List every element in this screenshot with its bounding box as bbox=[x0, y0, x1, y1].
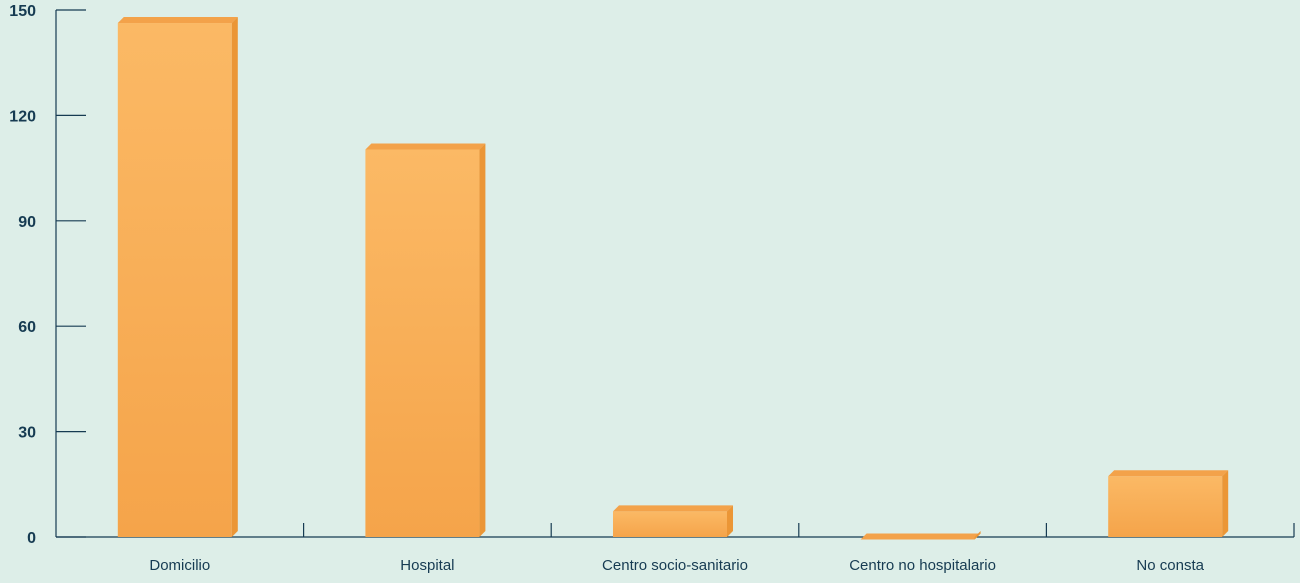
bars bbox=[117, 17, 1229, 540]
bar-top bbox=[365, 143, 486, 150]
bar-front bbox=[1108, 476, 1223, 537]
x-category-label: Domicilio bbox=[149, 557, 210, 574]
y-tick-label: 90 bbox=[18, 214, 36, 231]
bar-front bbox=[613, 511, 727, 537]
labels: 0 30 60 90 120 150 Domicilio Hospital Centro soc… bbox=[9, 3, 1204, 574]
y-tick-label: 150 bbox=[9, 3, 36, 20]
x-category-label: Hospital bbox=[400, 557, 454, 574]
bar-centro-no-hospitalario bbox=[860, 531, 981, 540]
bar-side bbox=[1222, 470, 1229, 537]
bar-domicilio bbox=[117, 17, 238, 537]
bar-side bbox=[231, 17, 238, 537]
bar-front bbox=[365, 149, 480, 538]
y-tick-label: 0 bbox=[27, 530, 36, 547]
bar-top bbox=[860, 533, 981, 540]
y-tick-label: 120 bbox=[9, 108, 36, 125]
axes bbox=[55, 9, 1295, 538]
x-category-label: No consta bbox=[1136, 557, 1204, 574]
y-tick-label: 30 bbox=[18, 425, 36, 442]
bar-front bbox=[117, 23, 232, 537]
bar-side bbox=[479, 143, 486, 538]
bar-top bbox=[1108, 470, 1229, 477]
bar-top bbox=[117, 17, 238, 24]
bar-hospital bbox=[365, 143, 486, 538]
bar-no-consta bbox=[1108, 470, 1229, 537]
bar-top bbox=[613, 505, 733, 512]
x-category-label: Centro no hospitalario bbox=[849, 557, 996, 574]
bar-side bbox=[727, 505, 733, 537]
y-tick-label: 60 bbox=[18, 319, 36, 336]
x-category-label: Centro socio-sanitario bbox=[602, 557, 748, 574]
bar-centro-socio-sanitario bbox=[613, 505, 733, 537]
bar-side bbox=[974, 531, 981, 540]
